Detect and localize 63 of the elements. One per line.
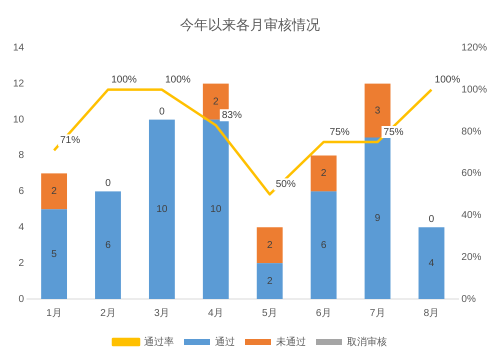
chart-title: 今年以来各月审核情况 (180, 16, 320, 32)
bar (310, 155, 337, 192)
bar (95, 191, 121, 299)
bar (418, 227, 444, 299)
data-label: 50% (276, 179, 296, 190)
x-tick-label: 8月 (424, 308, 440, 319)
bar (202, 120, 229, 299)
x-tick-label: 2月 (100, 308, 116, 319)
data-label: 10 (210, 204, 222, 216)
data-label: 2 (266, 240, 273, 251)
legend-label: 未通过 (276, 336, 306, 348)
y-tick-label: 0 (18, 294, 25, 305)
legend-label: 通过 (215, 336, 235, 348)
y2-tick-label: 0% (461, 294, 476, 305)
bar (41, 173, 68, 210)
bar (364, 138, 390, 299)
y-tick-label: 10 (13, 114, 25, 126)
data-label: 100% (434, 74, 460, 86)
data-label: 0 (159, 106, 166, 118)
x-tick-label: 3月 (154, 308, 170, 319)
data-label: 4 (428, 258, 435, 269)
data-label: 2 (266, 276, 273, 287)
bar (41, 209, 68, 299)
data-label: 2 (51, 186, 58, 198)
y2-tick-label: 120% (461, 42, 488, 54)
data-label: 2 (320, 168, 327, 180)
y-tick-label: 4 (18, 222, 25, 233)
data-label: 0 (105, 178, 112, 190)
y-tick-label: 8 (18, 150, 25, 162)
data-label: 100% (111, 74, 137, 86)
y2-tick-label: 20% (461, 252, 482, 263)
data-label: 6 (105, 240, 112, 251)
data-label: 75% (330, 126, 350, 138)
data-label: 3 (374, 105, 381, 116)
data-label: 75% (384, 126, 404, 138)
y-tick-label: 12 (13, 78, 25, 90)
data-label: 0 (428, 214, 435, 225)
data-label: 6 (320, 240, 327, 251)
legend-label: 取消审核 (347, 336, 387, 348)
y2-tick-label: 80% (461, 126, 482, 138)
data-label: 100% (165, 74, 191, 86)
legend-label: 通过率 (144, 336, 174, 348)
bar (148, 120, 175, 299)
y-tick-label: 2 (18, 258, 25, 269)
x-tick-label: 1月 (46, 308, 62, 319)
data-label: 71% (60, 135, 80, 146)
bar (256, 263, 283, 299)
data-label: 9 (374, 213, 381, 224)
y-tick-label: 6 (18, 186, 25, 198)
data-label: 2 (213, 96, 220, 108)
data-label: 83% (222, 110, 242, 122)
x-tick-label: 7月 (370, 308, 386, 319)
x-tick-label: 5月 (262, 308, 278, 319)
x-tick-label: 6月 (316, 308, 332, 319)
data-label: 10 (156, 204, 168, 216)
y-tick-label: 14 (13, 42, 25, 54)
y2-tick-label: 40% (461, 210, 482, 222)
y2-tick-label: 60% (461, 168, 482, 180)
x-tick-label: 4月 (208, 308, 224, 319)
y2-tick-label: 100% (461, 84, 488, 96)
bar (310, 191, 337, 299)
bar (256, 227, 283, 264)
data-label: 5 (51, 248, 58, 260)
